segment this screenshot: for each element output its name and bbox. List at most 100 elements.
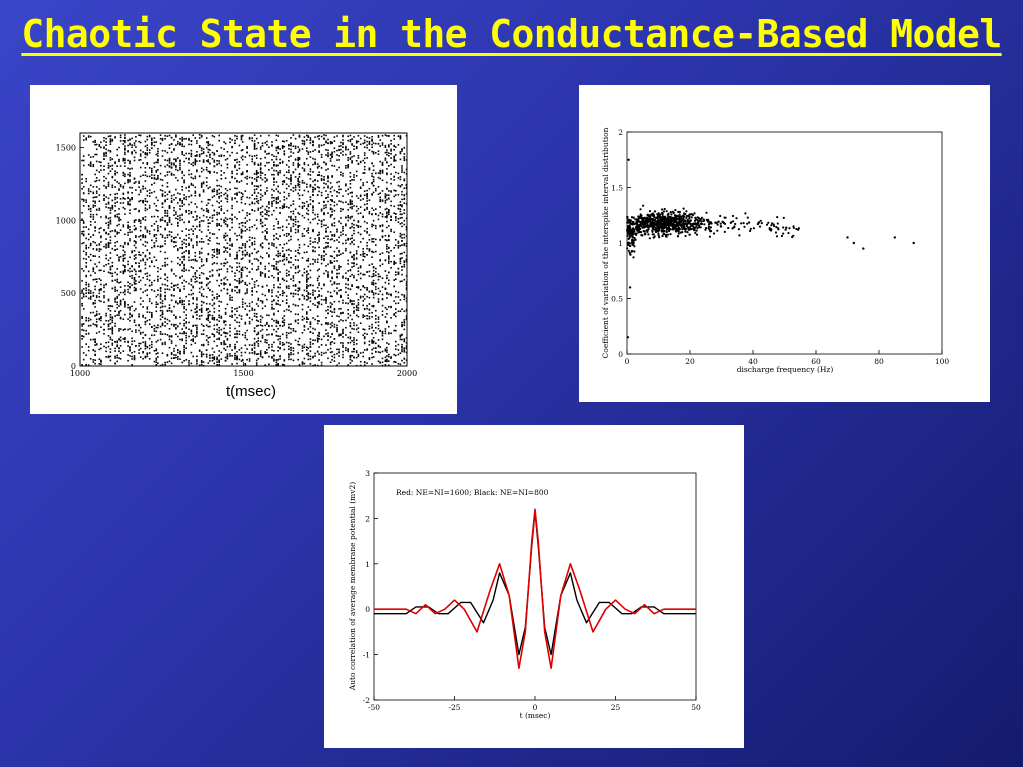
raster-spike <box>355 224 358 227</box>
raster-spike <box>292 303 295 306</box>
raster-spike <box>205 309 208 311</box>
raster-spike <box>338 333 340 336</box>
raster-spike <box>303 317 306 320</box>
raster-spike <box>103 245 105 248</box>
raster-spike <box>285 302 288 304</box>
raster-spike <box>223 331 225 334</box>
raster-spike <box>153 234 156 236</box>
raster-spike <box>205 137 208 139</box>
raster-spike <box>255 195 258 197</box>
raster-spike <box>266 211 268 214</box>
raster-spike <box>357 299 360 301</box>
raster-spike <box>238 277 241 280</box>
raster-spike <box>146 135 149 138</box>
raster-spike <box>329 246 332 248</box>
raster-spike <box>236 235 238 237</box>
raster-spike <box>290 217 292 219</box>
raster-spike <box>159 164 162 167</box>
raster-spike <box>236 238 238 241</box>
raster-spike <box>211 299 214 301</box>
raster-spike <box>273 181 275 183</box>
raster-spike <box>253 315 256 317</box>
raster-spike <box>170 294 173 296</box>
raster-spike <box>148 135 151 138</box>
raster-spike <box>236 152 238 154</box>
raster-spike <box>192 230 194 232</box>
raster-spike <box>177 169 179 172</box>
raster-spike <box>124 313 126 316</box>
raster-spike <box>138 352 140 354</box>
raster-spike <box>111 186 114 188</box>
raster-spike <box>124 151 126 154</box>
raster-spike <box>82 308 85 310</box>
raster-spike <box>349 324 352 327</box>
raster-spike <box>107 244 110 246</box>
raster-spike <box>95 343 98 345</box>
raster-spike <box>148 189 151 191</box>
raster-spike <box>368 137 371 139</box>
raster-spike <box>273 286 275 289</box>
raster-spike <box>124 145 126 147</box>
raster-spike <box>155 341 158 343</box>
raster-spike <box>271 306 273 309</box>
raster-spike <box>111 199 114 202</box>
raster-spike <box>355 175 358 177</box>
raster-spike <box>116 171 118 174</box>
raster-spike <box>127 201 129 203</box>
raster-spike <box>303 329 306 331</box>
raster-spike <box>231 170 233 173</box>
raster-spike <box>164 195 166 197</box>
raster-spike <box>298 183 301 186</box>
raster-spike <box>200 293 203 295</box>
raster-spike <box>216 279 218 282</box>
raster-spike <box>116 289 118 292</box>
raster-spike <box>133 358 136 361</box>
raster-spike <box>363 230 366 232</box>
raster-spike <box>148 344 151 347</box>
raster-spike <box>129 346 131 348</box>
raster-spike <box>342 299 344 302</box>
raster-spike <box>94 141 96 143</box>
raster-spike <box>226 225 229 228</box>
raster-spike <box>103 165 105 167</box>
raster-spike <box>268 314 270 317</box>
raster-spike <box>183 145 185 148</box>
raster-spike <box>207 243 210 245</box>
raster-spike <box>151 169 153 172</box>
raster-spike <box>144 347 147 350</box>
raster-spike <box>194 137 197 139</box>
raster-spike <box>196 335 198 337</box>
raster-spike <box>118 189 120 191</box>
raster-spike <box>211 157 214 160</box>
raster-spike <box>164 138 166 140</box>
raster-spike <box>177 351 179 354</box>
raster-spike <box>303 243 306 246</box>
raster-spike <box>148 192 151 194</box>
raster-spike <box>377 275 380 278</box>
raster-spike <box>246 275 248 277</box>
raster-spike <box>261 334 264 337</box>
raster-spike <box>100 347 102 350</box>
raster-spike <box>259 263 262 265</box>
raster-spike <box>340 171 342 174</box>
raster-spike <box>338 315 340 318</box>
raster-spike <box>224 177 227 179</box>
raster-spike <box>353 350 355 353</box>
raster-spike <box>279 286 281 289</box>
raster-spike <box>340 207 342 210</box>
raster-spike <box>240 315 243 318</box>
raster-spike <box>234 232 236 235</box>
raster-spike <box>205 302 208 305</box>
raster-spike <box>281 229 284 231</box>
raster-spike <box>181 218 183 221</box>
raster-spike <box>202 333 205 335</box>
raster-spike <box>371 136 373 138</box>
raster-spike <box>216 262 218 265</box>
raster-spike <box>133 159 136 162</box>
raster-spike <box>231 243 233 245</box>
raster-spike <box>363 252 366 255</box>
raster-spike <box>309 345 312 348</box>
raster-spike <box>135 146 137 148</box>
raster-spike <box>205 216 208 218</box>
raster-spike <box>183 267 185 269</box>
